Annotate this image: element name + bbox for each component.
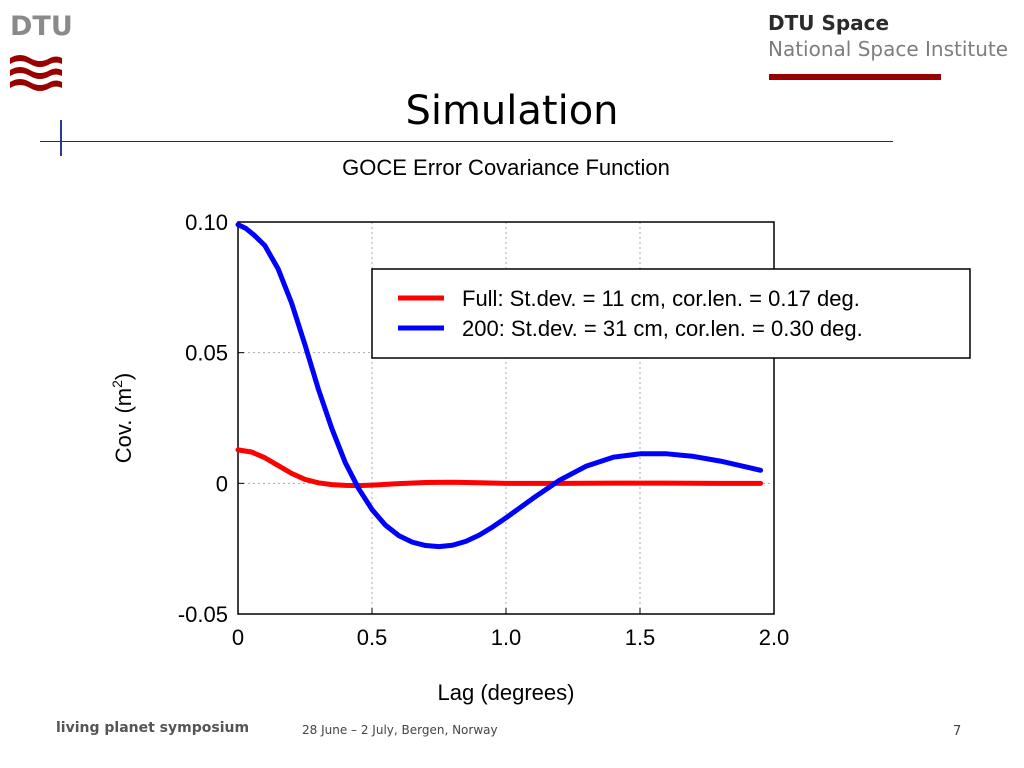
x-tick-label: 1.5 [625, 625, 656, 650]
x-tick-label: 0.5 [357, 625, 388, 650]
footer-event: living planet symposium [56, 720, 250, 736]
y-tick-label: 0.05 [185, 341, 228, 366]
institute-name: DTU Space National Space Institute [768, 10, 1008, 62]
title-divider [40, 141, 893, 142]
series-line-0 [235, 447, 764, 489]
legend-label-full: Full: St.dev. = 11 cm, cor.len. = 0.17 d… [462, 286, 860, 311]
page-number: 7 [953, 724, 962, 739]
series-line-1 [235, 222, 764, 550]
chart-title: GOCE Error Covariance Function [342, 155, 670, 180]
data-series [235, 222, 764, 550]
legend-box [371, 268, 971, 359]
y-tick-label: 0 [216, 471, 228, 496]
legend-label-200: 200: St.dev. = 31 cm, cor.len. = 0.30 de… [462, 316, 863, 341]
institute-line-2: National Space Institute [768, 37, 1009, 61]
footer-dates: 28 June – 2 July, Bergen, Norway [302, 723, 498, 737]
institute-accent-bar [769, 74, 941, 80]
y-tick-label: -0.05 [178, 602, 228, 627]
y-tick-label: 0.10 [185, 210, 228, 235]
title-divider-tick [60, 120, 62, 156]
y-axis-label-end: ) [111, 373, 136, 380]
x-axis-label: Lag (degrees) [438, 680, 575, 705]
x-tick-label: 0 [232, 625, 244, 650]
y-axis-label-sup: 2 [109, 380, 125, 388]
dtu-logo-icon [10, 55, 62, 91]
dtu-logo-wordmark: DTU [10, 11, 73, 42]
y-axis-label-main: Cov. (m [111, 388, 136, 463]
institute-line-1: DTU Space [768, 11, 890, 35]
x-tick-label: 1.0 [491, 625, 522, 650]
slide-title: Simulation [405, 88, 619, 134]
legend: Full: St.dev. = 11 cm, cor.len. = 0.17 d… [371, 268, 971, 359]
y-axis-label: Cov. (m2) [109, 373, 136, 464]
x-tick-label: 2.0 [759, 625, 790, 650]
